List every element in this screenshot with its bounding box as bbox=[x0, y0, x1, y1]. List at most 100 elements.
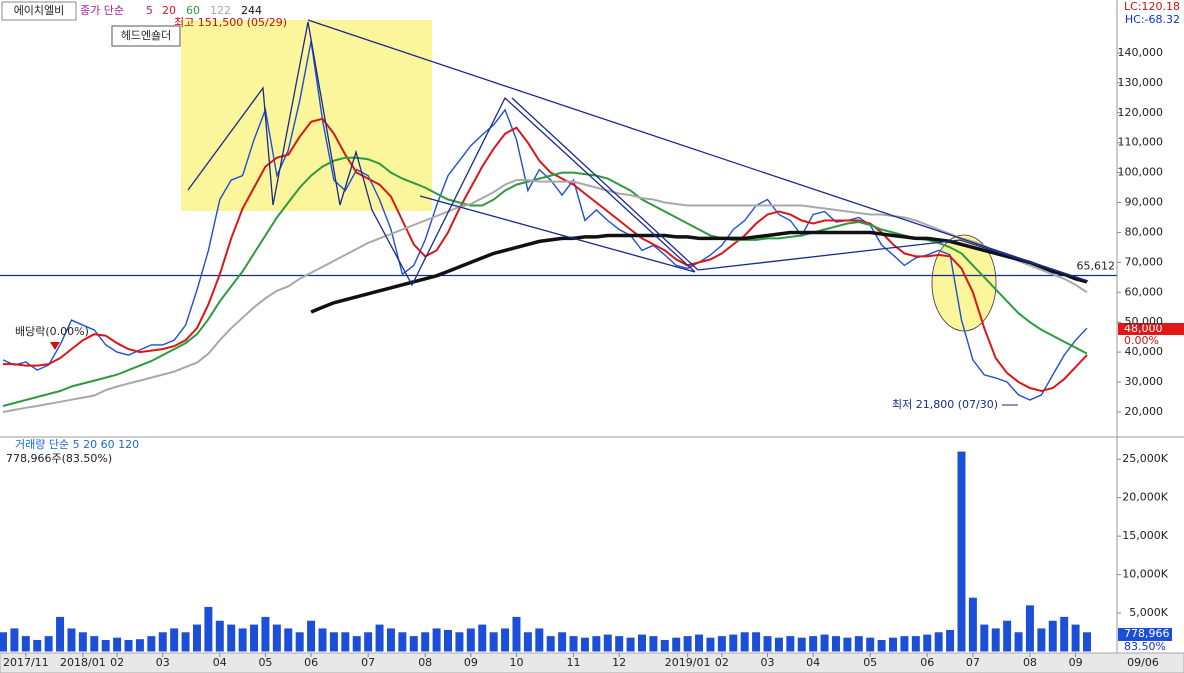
high-annotation: 최고 151,500 (05/29) bbox=[174, 16, 287, 29]
volume-bar bbox=[432, 628, 441, 652]
volume-bar bbox=[78, 632, 87, 652]
volume-bar bbox=[238, 628, 247, 652]
volume-bar bbox=[10, 628, 19, 652]
volume-bar bbox=[923, 634, 932, 652]
volume-bar bbox=[1083, 632, 1091, 652]
volume-bar bbox=[284, 628, 293, 652]
last-price-box bbox=[1118, 323, 1184, 335]
volume-bar bbox=[854, 636, 863, 652]
volume-bar bbox=[181, 632, 190, 652]
volume-bar bbox=[786, 636, 795, 652]
volume-bar bbox=[466, 628, 475, 652]
volume-bar bbox=[147, 636, 156, 652]
volume-bar bbox=[489, 632, 498, 652]
x-tick-label: 2019/01 bbox=[665, 656, 711, 669]
stock-name: 에이치엘비 bbox=[14, 4, 65, 17]
volume-bar bbox=[706, 637, 715, 652]
volume-bar bbox=[957, 451, 966, 652]
x-tick-label: 08 bbox=[1023, 656, 1037, 669]
x-tick-label: 07 bbox=[966, 656, 980, 669]
volume-bar bbox=[364, 632, 373, 652]
volume-bar bbox=[409, 636, 418, 652]
x-tick-label: 2018/01 bbox=[60, 656, 106, 669]
volume-bar bbox=[569, 636, 578, 652]
volume-bar bbox=[101, 639, 110, 652]
volume-bar bbox=[649, 636, 658, 652]
volume-bar bbox=[227, 624, 236, 652]
volume-bar bbox=[421, 632, 430, 652]
volume-bar bbox=[546, 636, 555, 652]
legend-item: 5 bbox=[146, 4, 153, 17]
y-tick-label: 30,000 bbox=[1125, 375, 1164, 388]
x-tick-label: 2017/11 bbox=[3, 656, 49, 669]
volume-bar bbox=[21, 636, 30, 652]
y-tick-label: 120,000 bbox=[1118, 106, 1164, 119]
price-line bbox=[310, 230, 1088, 314]
y-tick-label: 100,000 bbox=[1118, 166, 1164, 179]
dividend-marker bbox=[50, 342, 60, 350]
volume-bar bbox=[90, 636, 99, 652]
volume-bar bbox=[478, 624, 487, 652]
volume-bar bbox=[968, 597, 977, 652]
y2-tick-label: 5,000K bbox=[1129, 606, 1168, 619]
x-tick-label: 09 bbox=[1069, 656, 1083, 669]
volume-bar bbox=[980, 624, 989, 652]
volume-bar bbox=[329, 632, 338, 652]
volume-bar bbox=[250, 624, 259, 652]
volume-bar bbox=[1071, 624, 1080, 652]
indicator-lc: LC:120.18 bbox=[1124, 0, 1180, 13]
price-line bbox=[2, 179, 1088, 413]
plot-area bbox=[0, 40, 1117, 652]
last-price: 48,000 bbox=[1124, 322, 1163, 335]
x-tick-label: 11 bbox=[567, 656, 581, 669]
volume-bar bbox=[831, 636, 840, 652]
volume-bar bbox=[660, 639, 669, 652]
y-tick-label: 80,000 bbox=[1125, 225, 1164, 238]
volume-bar bbox=[626, 637, 635, 652]
volume-bar bbox=[170, 628, 179, 652]
volume-bar bbox=[717, 636, 726, 652]
volume-bar bbox=[523, 632, 532, 652]
dividend-annotation: 배당락(0.00%) bbox=[15, 325, 89, 338]
legend-item: 244 bbox=[241, 4, 262, 17]
x-tick-label: 03 bbox=[761, 656, 775, 669]
volume-bar bbox=[375, 624, 384, 652]
x-tick-label: 05 bbox=[258, 656, 272, 669]
low-annotation: 최저 21,800 (07/30) bbox=[892, 398, 998, 411]
x-tick-label: 07 bbox=[361, 656, 375, 669]
volume-bar bbox=[695, 634, 704, 652]
y-tick-label: 130,000 bbox=[1118, 76, 1164, 89]
y-tick-label: 140,000 bbox=[1118, 46, 1164, 59]
x-tick-label: 09 bbox=[464, 656, 478, 669]
volume-bar bbox=[455, 632, 464, 652]
volume-bar bbox=[774, 637, 783, 652]
volume-bar bbox=[295, 632, 304, 652]
volume-bar bbox=[603, 634, 612, 652]
volume-bar bbox=[0, 632, 7, 652]
x-tick-label: 04 bbox=[213, 656, 227, 669]
volume-bar bbox=[900, 636, 909, 652]
volume-bar bbox=[946, 629, 955, 652]
volume-bar bbox=[615, 636, 624, 652]
x-tick-label: 10 bbox=[509, 656, 523, 669]
volume-bar bbox=[135, 639, 144, 652]
volume-bar bbox=[44, 636, 53, 652]
volume-bar bbox=[341, 632, 350, 652]
volume-bar bbox=[843, 637, 852, 652]
volume-bar bbox=[911, 636, 920, 652]
x-tick-label: 06 bbox=[920, 656, 934, 669]
pattern-box bbox=[111, 25, 181, 47]
volume-bar bbox=[1060, 616, 1069, 652]
volume-bar bbox=[683, 636, 692, 652]
y-tick-label: 50,000 bbox=[1125, 315, 1164, 328]
volume-bar bbox=[398, 632, 407, 652]
legend-item: 122 bbox=[210, 4, 231, 17]
last-change: 0.00% bbox=[1124, 334, 1159, 347]
volume-legend: 거래량 단순 5 20 60 120 bbox=[15, 438, 139, 451]
volume-bar bbox=[215, 620, 224, 652]
volume-bar bbox=[158, 632, 167, 652]
volume-bar bbox=[1003, 620, 1012, 652]
volume-bar bbox=[113, 637, 122, 652]
y-tick-label: 110,000 bbox=[1118, 136, 1164, 149]
